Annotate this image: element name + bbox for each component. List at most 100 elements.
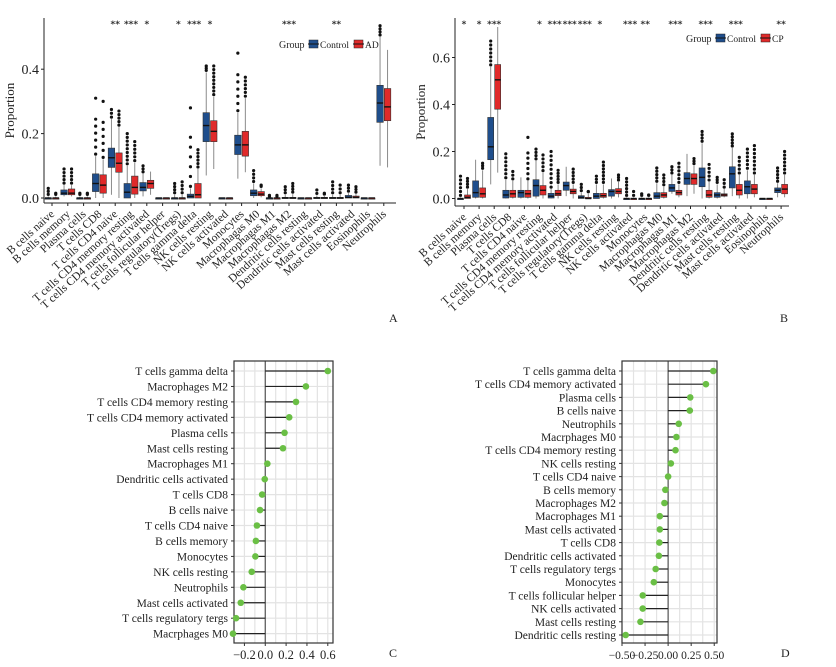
outlier-point <box>556 180 560 184</box>
outlier-point <box>549 149 553 154</box>
box-cp <box>539 153 547 199</box>
outlier-point <box>601 180 606 184</box>
lollipop-point <box>285 414 293 421</box>
lollipop-point <box>622 631 629 639</box>
y-tick-label: T cells CD4 memory resting <box>485 445 616 457</box>
outlier-point <box>556 174 560 178</box>
outlier-point <box>549 172 553 176</box>
outlier-point <box>62 170 66 175</box>
outlier-point <box>236 94 240 98</box>
outlier-point <box>489 59 493 63</box>
box-cp <box>766 197 773 201</box>
significance-marker: *** <box>668 20 682 30</box>
y-tick-label: Macrophages M1 <box>535 511 616 523</box>
y-tick-label: Mast cells resting <box>147 443 228 455</box>
box-control <box>313 188 321 199</box>
outlier-point <box>556 171 560 175</box>
outlier-point <box>236 87 240 91</box>
outlier-point <box>252 172 256 176</box>
box-control <box>329 180 337 199</box>
outlier-point <box>571 177 575 181</box>
box <box>92 173 100 192</box>
outlier-point <box>315 188 319 192</box>
box <box>728 166 736 189</box>
x-tick-label: 0.4 <box>299 648 315 662</box>
significance-marker: *** <box>623 20 637 30</box>
box-ad <box>289 181 297 199</box>
box-cp <box>781 149 788 198</box>
box-control <box>234 51 242 179</box>
outlier-point <box>776 176 780 180</box>
outlier-point <box>94 96 98 100</box>
outlier-point <box>212 85 216 90</box>
outlier-point <box>526 161 530 165</box>
y-tick-label: Plasma cells <box>559 392 617 404</box>
outlier-point <box>338 183 342 187</box>
y-tick-label: T cells CD8 <box>561 538 617 550</box>
x-tick-label: 0.0 <box>257 648 273 662</box>
outlier-point <box>275 193 279 197</box>
outlier-point <box>267 193 272 197</box>
outlier-point <box>196 158 200 162</box>
y-tick-label: T cells CD8 <box>173 490 229 502</box>
box-cp <box>735 155 743 199</box>
outlier-point <box>109 111 114 115</box>
outlier-point <box>101 148 105 152</box>
outlier-point <box>715 175 719 179</box>
outlier-point <box>549 163 553 167</box>
y-tick-label: Neutrophils <box>562 419 617 431</box>
lollipop-point <box>702 380 710 388</box>
outlier-point <box>69 174 74 178</box>
outlier-point <box>283 185 287 189</box>
outlier-point <box>125 147 129 151</box>
y-tick-label: Mast cells activated <box>137 598 229 610</box>
outlier-point <box>125 150 129 155</box>
box-control <box>139 164 147 197</box>
outlier-point <box>252 179 256 184</box>
box-control <box>171 181 179 200</box>
box <box>241 131 249 157</box>
box-control <box>744 147 751 199</box>
panel-label: C <box>389 646 397 660</box>
outlier-point <box>196 161 200 166</box>
y-tick-label: B cells naive <box>557 406 616 418</box>
box-ad <box>147 171 155 195</box>
box-control <box>608 178 615 199</box>
outlier-point <box>783 167 787 172</box>
legend-title: Group <box>686 34 712 45</box>
box <box>202 112 210 142</box>
outlier-point <box>196 151 200 155</box>
outlier-point <box>196 155 200 159</box>
outlier-point <box>722 178 726 182</box>
outlier-point <box>291 184 295 188</box>
box-cp <box>584 189 592 200</box>
box-ad <box>320 191 328 199</box>
outlier-point <box>783 160 787 164</box>
y-tick-label: Macrphages M0 <box>153 629 228 641</box>
box-control <box>577 182 585 199</box>
box-cp <box>600 160 607 199</box>
box-ad <box>194 148 202 199</box>
outlier-point <box>700 139 704 143</box>
box-ad <box>83 191 91 200</box>
panel-label: D <box>781 646 790 660</box>
legend: Group Control CP <box>686 33 784 45</box>
outlier-point <box>632 189 636 194</box>
box-control <box>457 174 464 201</box>
box-cp <box>464 176 471 199</box>
box-control <box>517 177 525 199</box>
outlier-point <box>125 132 129 136</box>
box-control <box>759 197 766 201</box>
outlier-point <box>236 109 240 113</box>
outlier-point <box>133 140 137 144</box>
box <box>517 189 525 198</box>
outlier-point <box>601 160 606 164</box>
box-cp <box>630 189 637 201</box>
box-cp <box>720 178 728 198</box>
outlier-point <box>236 80 240 84</box>
outlier-point <box>677 165 681 169</box>
box-control <box>376 24 384 166</box>
outlier-point <box>259 184 263 188</box>
outlier-point <box>783 157 787 161</box>
